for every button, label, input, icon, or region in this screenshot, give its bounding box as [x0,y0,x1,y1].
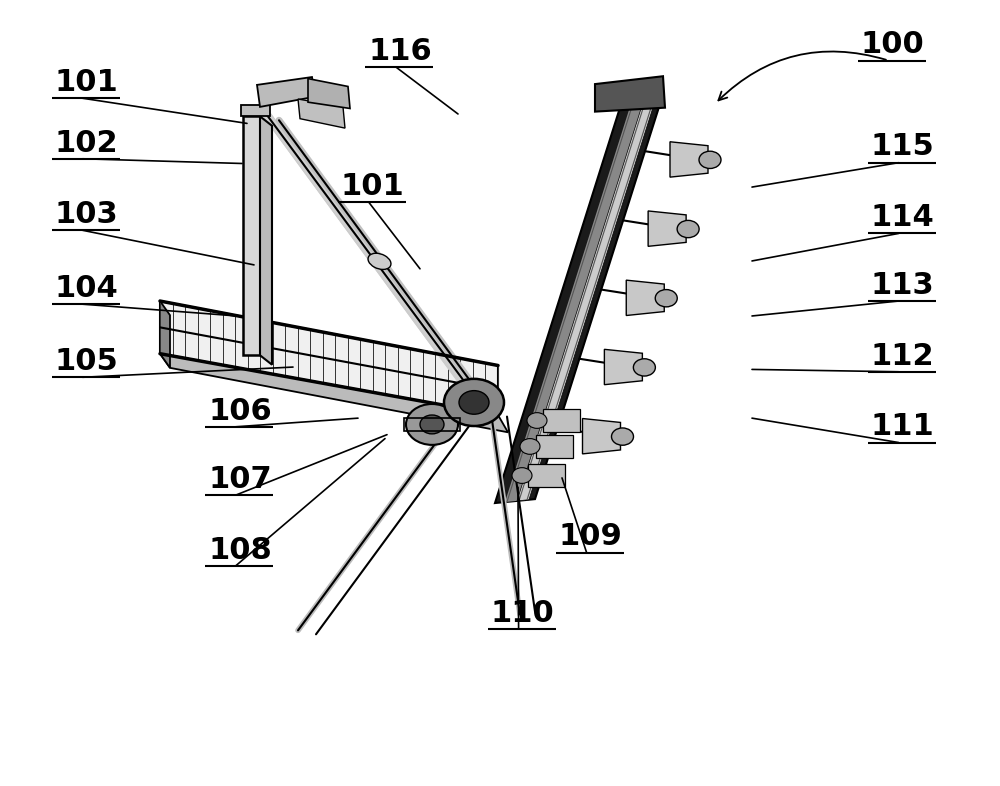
Polygon shape [626,280,664,315]
Text: 111: 111 [871,413,935,441]
Circle shape [406,404,458,445]
Text: 103: 103 [55,200,119,229]
Text: 102: 102 [55,129,119,157]
Text: 109: 109 [559,523,623,551]
Ellipse shape [368,253,391,270]
Text: 114: 114 [871,204,935,232]
Polygon shape [495,104,660,503]
Polygon shape [257,77,315,107]
Circle shape [633,358,655,376]
Polygon shape [604,349,642,384]
Circle shape [420,415,444,434]
Polygon shape [543,409,580,432]
Polygon shape [670,141,708,177]
Text: 107: 107 [208,465,272,494]
Circle shape [677,220,699,237]
Polygon shape [582,418,620,454]
Text: 100: 100 [861,31,925,59]
Polygon shape [298,99,345,128]
Polygon shape [160,301,170,368]
Polygon shape [160,301,498,415]
Text: 115: 115 [871,133,935,161]
Circle shape [527,413,547,428]
Text: 101: 101 [55,68,119,97]
Polygon shape [595,76,665,112]
Text: 116: 116 [368,37,432,65]
Circle shape [655,289,677,307]
Polygon shape [308,79,350,108]
Polygon shape [517,105,654,501]
Text: 106: 106 [208,397,272,425]
Circle shape [699,151,721,168]
Text: 108: 108 [208,536,272,564]
Polygon shape [536,435,573,458]
Text: 101: 101 [341,172,405,200]
Polygon shape [505,105,650,502]
Text: 113: 113 [871,271,935,299]
Text: 104: 104 [55,274,119,303]
Circle shape [520,439,540,454]
Polygon shape [243,116,260,355]
Polygon shape [160,354,508,432]
Circle shape [444,379,504,426]
Circle shape [459,391,489,414]
Text: 105: 105 [55,347,119,376]
Circle shape [612,428,634,445]
Polygon shape [260,116,272,365]
Polygon shape [528,464,565,487]
Text: 110: 110 [491,599,555,627]
Text: 112: 112 [871,342,935,370]
Polygon shape [648,211,686,246]
Circle shape [512,468,532,483]
Polygon shape [241,105,270,116]
